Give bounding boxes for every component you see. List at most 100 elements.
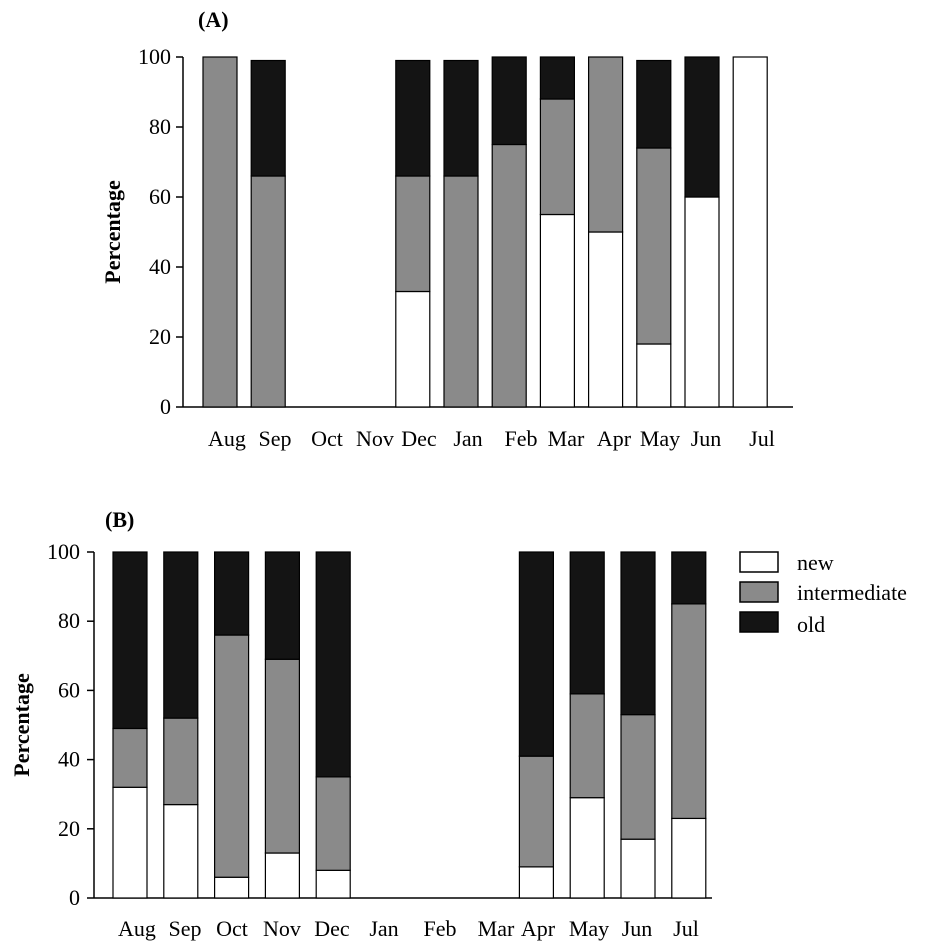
panel-b-bar-new-jun [620, 838, 656, 899]
legend-label-intermediate: intermediate [797, 580, 907, 605]
panel-a-x-tick-label: Jul [749, 426, 775, 451]
panel-b-x-tick-label: Sep [169, 916, 202, 941]
panel-b-x-tick-label: Jun [622, 916, 653, 941]
panel-b-y-tick-label: 0 [69, 885, 80, 910]
panel-b-bar-intermediate-aug [112, 727, 148, 788]
panel-b-bar-new-nov [264, 852, 300, 899]
panel-a-bar-old-dec [395, 59, 431, 177]
panel-b-y-tick-label: 80 [58, 608, 80, 633]
panel-a-plot: 0 20 40 60 80 100 Aug Sep Oct Nov Dec Jan Feb Mar Apr M… [138, 44, 793, 451]
panel-b-bar-intermediate-nov [264, 658, 300, 854]
panel-a-bar-intermediate-feb [491, 143, 527, 408]
panel-a-bar-new-jul [732, 56, 768, 408]
legend-swatch-intermediate [739, 581, 779, 603]
panel-b-x-tick-label: Nov [263, 916, 301, 941]
panel-b-y-tick-label: 100 [47, 539, 80, 564]
legend-label-old: old [797, 612, 825, 637]
panel-b-y-tick-label: 40 [58, 747, 80, 772]
panel-a-x-tick-label: Sep [259, 426, 292, 451]
panel-a-y-tick-label: 80 [149, 114, 171, 139]
panel-b-bar-old-may [569, 551, 605, 695]
panel-a-y-tick-label: 100 [138, 44, 171, 69]
panel-b-bar-old-nov [264, 551, 300, 660]
panel-b-x-tick-label: Jul [673, 916, 699, 941]
panel-b-bar-old-jun [620, 551, 656, 716]
panel-a-bar-new-jun [684, 196, 720, 408]
legend-label-new: new [797, 550, 834, 575]
panel-a-bar-intermediate-dec [395, 175, 431, 293]
panel-a-y-tick-label: 40 [149, 254, 171, 279]
panel-a-bar-intermediate-jan [443, 175, 479, 408]
panel-b-x-tick-label: Dec [314, 916, 350, 941]
panel-b: (B) Percentage 0 20 40 60 80 100 Aug Sep Oct Nov D… [9, 507, 712, 941]
panel-a-x-tick-label: May [640, 426, 680, 451]
panel-a-x-tick-label: Jan [453, 426, 482, 451]
panel-a-y-tick-label: 20 [149, 324, 171, 349]
panel-b-x-tick-label: Feb [424, 916, 457, 941]
legend-swatch-old [739, 611, 779, 633]
panel-a-bar-old-feb [491, 56, 527, 146]
panel-b-bar-intermediate-may [569, 693, 605, 799]
panel-b-plot: 0 20 40 60 80 100 Aug Sep Oct Nov Dec Jan Feb Mar Apr M… [47, 539, 712, 941]
panel-b-bar-old-oct [214, 551, 250, 636]
panel-b-bar-new-may [569, 797, 605, 899]
panel-a-bar-old-jan [443, 59, 479, 177]
panel-a-x-tick-label: Oct [311, 426, 343, 451]
panel-b-bar-intermediate-jul [671, 603, 707, 820]
panel-b-bar-old-sep [163, 551, 199, 719]
panel-b-bar-new-jul [671, 817, 707, 899]
panel-b-bar-intermediate-jun [620, 714, 656, 840]
panel-a-x-tick-label: Feb [505, 426, 538, 451]
panel-b-x-tick-label: Apr [521, 916, 556, 941]
panel-a-bar-old-sep [250, 59, 286, 177]
panel-b-bar-new-oct [214, 876, 250, 899]
panel-b-bar-new-aug [112, 786, 148, 899]
panel-a-bar-new-mar [539, 213, 576, 408]
panel-b-ylabel: Percentage [9, 673, 34, 777]
legend-swatch-new [739, 551, 779, 573]
panel-b-bar-new-apr [518, 866, 555, 899]
panel-b-x-tick-label: Jan [369, 916, 398, 941]
panel-a-bar-intermediate-apr [587, 56, 624, 233]
panel-a-bar-old-mar [539, 56, 576, 100]
panel-a-bar-intermediate-sep [250, 175, 286, 408]
panel-a-ylabel: Percentage [100, 180, 125, 284]
panel-b-bar-intermediate-oct [214, 634, 250, 878]
panel-a-x-tick-label: Mar [548, 426, 585, 451]
panel-a-bar-intermediate-may [636, 147, 672, 345]
panel-b-title: (B) [105, 507, 134, 532]
panel-b-y-tick-label: 60 [58, 677, 80, 702]
panel-b-x-tick-label: Aug [118, 916, 156, 941]
panel-a-bar-new-may [636, 343, 672, 408]
panel-a-x-tick-label: Aug [208, 426, 246, 451]
panel-a-y-tick-label: 0 [160, 394, 171, 419]
panel-b-bar-intermediate-apr [518, 755, 555, 868]
panel-a-bar-old-jun [684, 56, 720, 198]
panel-b-bar-old-aug [112, 551, 148, 730]
legend: new intermediate old [739, 550, 907, 637]
panel-b-x-tick-label: Mar [478, 916, 515, 941]
panel-a-x-tick-label: Dec [401, 426, 437, 451]
panel-a-x-tick-label: Nov [356, 426, 394, 451]
panel-a-x-tick-label: Jun [691, 426, 722, 451]
panel-b-bar-old-dec [315, 551, 351, 778]
panel-a-bar-new-apr [587, 231, 624, 408]
panel-b-bar-old-apr [518, 551, 555, 757]
panel-b-y-tick-label: 20 [58, 816, 80, 841]
panel-b-x-tick-label: Oct [216, 916, 248, 941]
panel-a-bar-intermediate-aug [202, 56, 238, 408]
panel-b-bar-intermediate-sep [163, 717, 199, 806]
panel-b-bar-new-dec [315, 869, 351, 899]
panel-b-bar-old-jul [671, 551, 707, 605]
panel-b-x-tick-label: May [569, 916, 609, 941]
panel-a: (A) Percentage 0 20 40 60 80 100 Aug Sep Oct Nov D… [100, 7, 793, 451]
panel-a-bar-intermediate-mar [539, 98, 576, 216]
panel-a-bar-old-may [636, 59, 672, 149]
panel-a-y-tick-label: 60 [149, 184, 171, 209]
panel-a-x-tick-label: Apr [597, 426, 632, 451]
panel-b-bar-new-sep [163, 803, 199, 899]
panel-b-bar-intermediate-dec [315, 776, 351, 871]
panel-a-title: (A) [198, 7, 229, 32]
panel-a-bar-new-dec [395, 290, 431, 408]
